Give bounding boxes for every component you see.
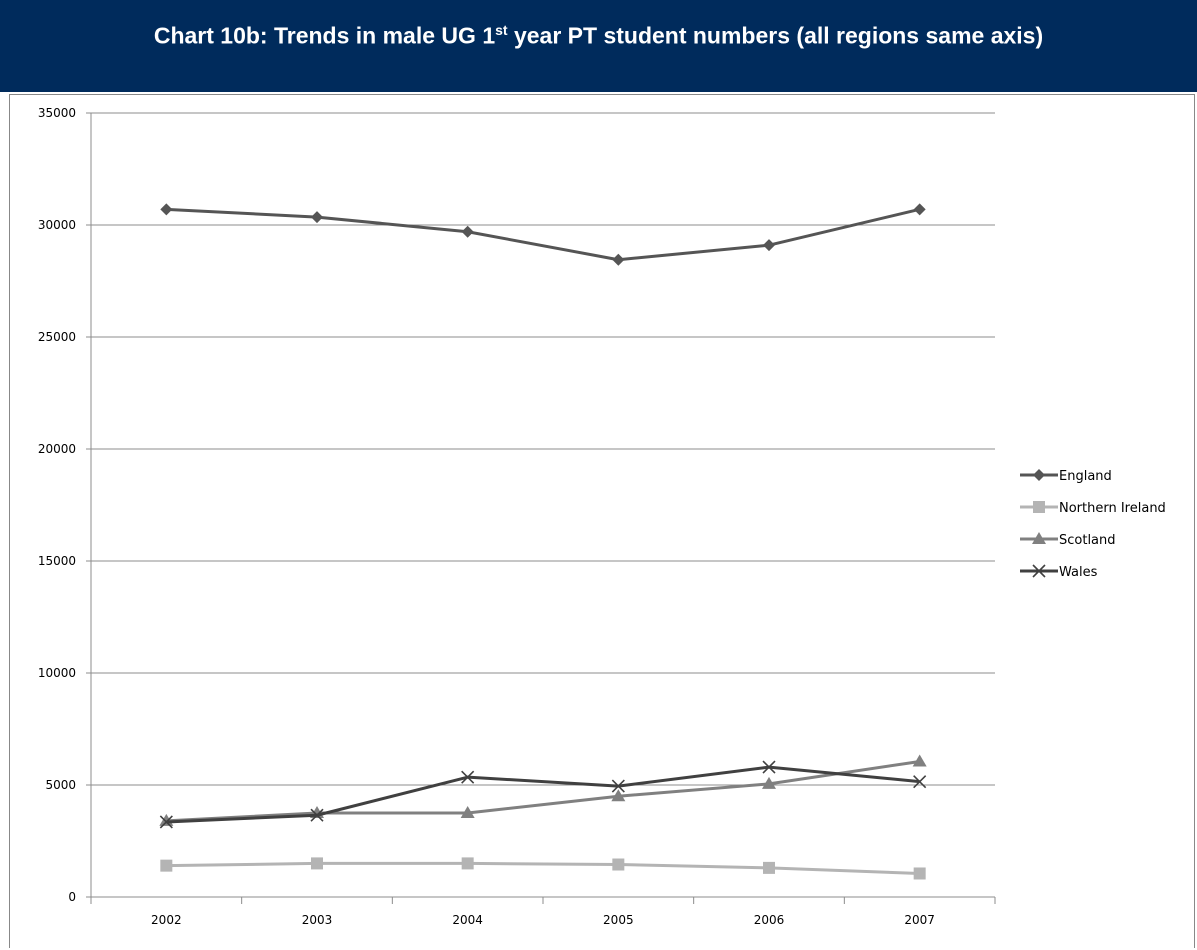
legend-marker-england <box>1033 469 1045 481</box>
y-tick-label: 30000 <box>38 218 76 232</box>
legend-marker-northern-ireland <box>1033 501 1045 513</box>
data-point-wales <box>762 760 776 774</box>
data-point-wales <box>461 770 475 784</box>
data-point-england <box>612 253 625 266</box>
y-tick-label: 5000 <box>45 778 76 792</box>
legend-label-wales: Wales <box>1059 565 1098 580</box>
data-point-northern-ireland <box>913 867 926 880</box>
y-tick-label: 20000 <box>38 442 76 456</box>
chart-title: Chart 10b: Trends in male UG 1st year PT… <box>0 22 1197 50</box>
y-tick-label: 0 <box>68 890 76 904</box>
data-point-wales <box>913 775 927 789</box>
series-line-england <box>166 207 921 262</box>
data-point-northern-ireland <box>311 857 323 870</box>
x-tick-label: 2007 <box>904 913 935 927</box>
data-point-northern-ireland <box>612 858 625 871</box>
legend-label-scotland: Scotland <box>1059 533 1116 548</box>
data-point-scotland <box>460 806 475 818</box>
data-point-england <box>160 203 173 216</box>
chart-area <box>9 94 1195 948</box>
x-tick-label: 2005 <box>603 913 634 927</box>
data-point-northern-ireland <box>160 859 173 872</box>
series-line-northern-ireland <box>166 861 920 875</box>
data-point-wales <box>611 779 625 793</box>
data-point-northern-ireland <box>461 857 474 870</box>
legend-label-northern-ireland: Northern Ireland <box>1059 501 1166 516</box>
y-tick-label: 35000 <box>38 106 76 120</box>
data-point-scotland <box>912 754 927 767</box>
legend-marker-scotland <box>1032 532 1046 544</box>
y-tick-label: 10000 <box>38 666 76 680</box>
data-point-northern-ireland <box>763 861 775 874</box>
series-line-scotland <box>166 759 920 823</box>
legend-marker-wales <box>1032 564 1046 578</box>
chart-title-superscript: st <box>495 22 508 38</box>
legend-label-england: England <box>1059 469 1112 484</box>
chart-title-banner: Chart 10b: Trends in male UG 1st year PT… <box>0 0 1197 92</box>
series-line-wales <box>166 765 920 824</box>
x-tick-label: 2003 <box>302 913 333 927</box>
data-point-england <box>311 211 323 224</box>
data-point-wales <box>310 808 324 822</box>
data-point-england <box>913 203 926 216</box>
y-tick-label: 25000 <box>38 330 76 344</box>
data-point-scotland <box>611 789 626 802</box>
y-tick-label: 15000 <box>38 554 76 568</box>
data-point-scotland <box>762 776 776 789</box>
data-point-england <box>461 225 474 238</box>
x-tick-label: 2004 <box>452 913 483 927</box>
x-tick-label: 2002 <box>151 913 182 927</box>
data-point-wales <box>159 815 173 829</box>
x-tick-label: 2006 <box>754 913 785 927</box>
chart-title-text: Chart 10b: Trends in male UG 1 <box>153 22 496 49</box>
data-point-england <box>763 239 775 252</box>
chart-title-text-end: year PT student numbers (all regions sam… <box>507 22 1044 49</box>
